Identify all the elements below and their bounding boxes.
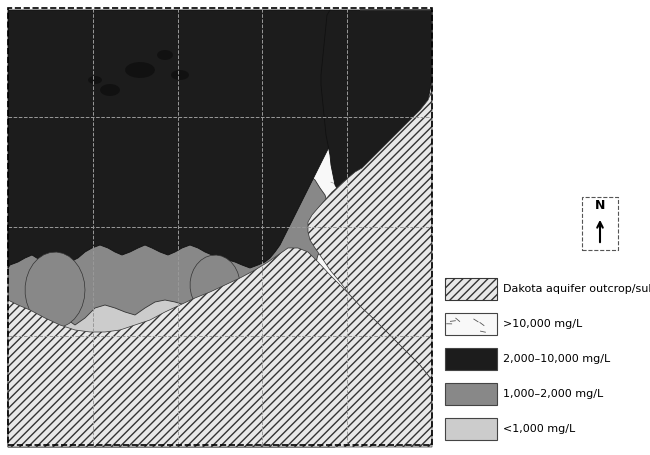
Polygon shape xyxy=(171,70,189,80)
Polygon shape xyxy=(190,255,240,315)
Text: N: N xyxy=(595,199,605,212)
Bar xyxy=(445,383,497,405)
Bar xyxy=(8,8,432,445)
Text: 1,000–2,000 mg/L: 1,000–2,000 mg/L xyxy=(503,389,603,399)
Text: 2,000–10,000 mg/L: 2,000–10,000 mg/L xyxy=(503,354,610,364)
Text: >10,000 mg/L: >10,000 mg/L xyxy=(503,319,582,329)
Bar xyxy=(445,313,497,335)
Polygon shape xyxy=(8,235,335,447)
Polygon shape xyxy=(125,62,155,78)
Bar xyxy=(445,418,497,440)
Polygon shape xyxy=(321,10,432,218)
Bar xyxy=(582,197,618,250)
Bar xyxy=(445,278,497,300)
Polygon shape xyxy=(157,50,173,60)
Bar xyxy=(8,8,432,445)
Polygon shape xyxy=(308,10,432,380)
Polygon shape xyxy=(88,76,102,84)
Polygon shape xyxy=(8,248,432,447)
Polygon shape xyxy=(100,84,120,96)
Polygon shape xyxy=(25,252,85,328)
Text: Dakota aquifer outcrop/subcrop: Dakota aquifer outcrop/subcrop xyxy=(503,284,650,294)
Polygon shape xyxy=(8,138,330,335)
Bar xyxy=(445,348,497,370)
Polygon shape xyxy=(8,10,340,268)
Text: <1,000 mg/L: <1,000 mg/L xyxy=(503,424,575,434)
Bar xyxy=(445,278,497,300)
